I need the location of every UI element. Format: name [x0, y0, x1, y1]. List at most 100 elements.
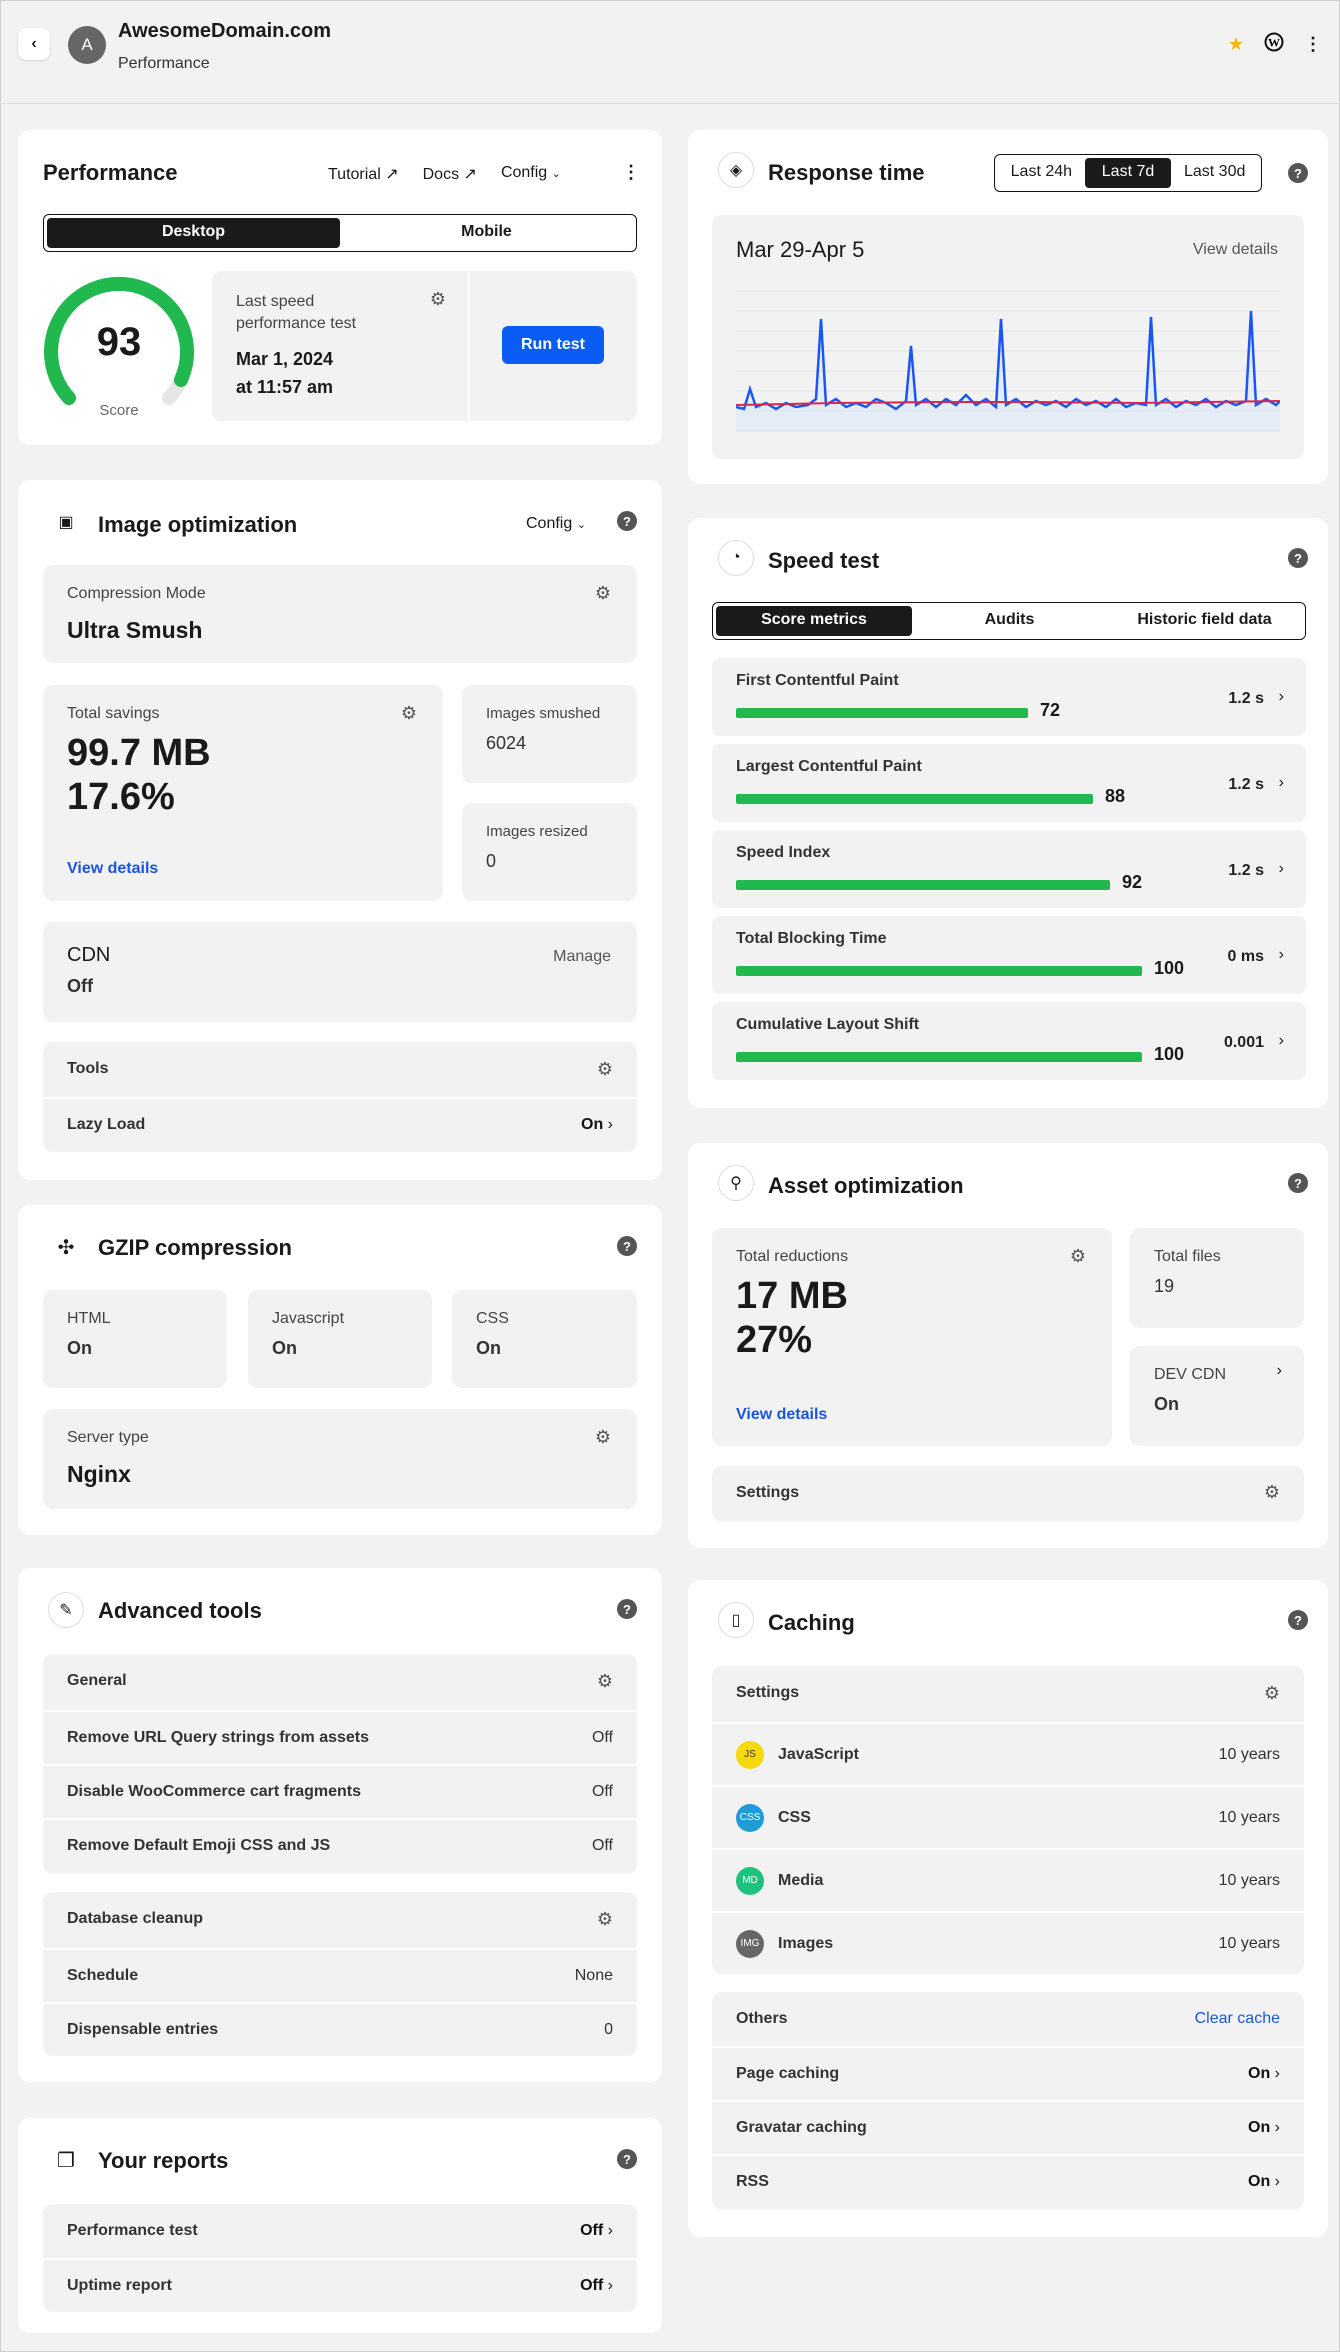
settings-label: Settings [736, 1684, 800, 1701]
cache-type-row[interactable]: IMG Images 10 years [712, 1911, 1304, 1974]
total-savings-box: Total savings ⚙ 99.7 MB 17.6% View detai… [43, 685, 443, 901]
settings-label: Settings [736, 1484, 800, 1501]
advanced-row[interactable]: Remove URL Query strings from assets Off [43, 1710, 637, 1764]
help-icon[interactable]: ? [617, 2149, 637, 2169]
speed-metric-row[interactable]: Total Blocking Time 100 0 ms › [712, 916, 1306, 994]
cache-type-badge-icon: IMG [736, 1929, 764, 1958]
view-details-link[interactable]: View details [736, 1406, 828, 1423]
wordpress-icon[interactable]: W [1264, 32, 1284, 57]
range-30d[interactable]: Last 30d [1183, 163, 1246, 180]
help-icon[interactable]: ? [1288, 548, 1308, 568]
javascript-value: On [272, 1338, 297, 1358]
speed-metric-row[interactable]: Largest Contentful Paint 88 1.2 s › [712, 744, 1306, 822]
reports-box: Performance test Off › Uptime report Off… [43, 2204, 637, 2312]
cache-type-value: 10 years [1218, 1745, 1280, 1763]
chevron-right-icon: › [607, 1116, 613, 1133]
report-row[interactable]: Uptime report Off › [43, 2258, 637, 2312]
gear-icon[interactable]: ⚙ [594, 583, 611, 603]
clear-cache-link[interactable]: Clear cache [1194, 2010, 1280, 2027]
total-reductions-box: Total reductions ⚙ 17 MB 27% View detail… [712, 1228, 1112, 1446]
total-savings-label: Total savings [67, 705, 160, 722]
metric-score: 100 [1154, 958, 1185, 978]
tab-score-metrics[interactable]: Score metrics [716, 606, 912, 636]
gear-icon[interactable]: ⚙ [1263, 1482, 1280, 1502]
advanced-row[interactable]: Disable WooCommerce cart fragments Off [43, 1764, 637, 1818]
help-icon[interactable]: ? [617, 1236, 637, 1256]
dev-cdn-box[interactable]: DEV CDN › On [1130, 1346, 1304, 1446]
lazy-load-label: Lazy Load [67, 1116, 146, 1133]
tab-mobile[interactable]: Mobile [461, 223, 512, 240]
speed-metric-row[interactable]: Cumulative Layout Shift 100 0.001 › [712, 1002, 1306, 1080]
back-button[interactable]: ‹ [18, 28, 50, 60]
chevron-down-icon: ⌄ [576, 519, 586, 531]
help-icon[interactable]: ? [1288, 1610, 1308, 1630]
star-icon[interactable]: ★ [1227, 34, 1244, 54]
speed-metric-row[interactable]: First Contentful Paint 72 1.2 s › [712, 658, 1306, 736]
help-icon[interactable]: ? [617, 511, 637, 531]
gear-icon[interactable]: ⚙ [1263, 1682, 1280, 1703]
tools-box: Tools ⚙ Lazy Load On › [43, 1042, 637, 1152]
help-icon[interactable]: ? [1288, 1173, 1308, 1193]
card-title: Speed test [768, 548, 880, 573]
run-test-button[interactable]: Run test [502, 326, 604, 364]
tab-audits[interactable]: Audits [984, 611, 1035, 628]
metric-bar [736, 880, 1110, 890]
gear-icon[interactable]: ⚙ [596, 1908, 613, 1929]
gear-icon[interactable]: ⚙ [429, 289, 446, 309]
gear-icon[interactable]: ⚙ [594, 1427, 611, 1447]
gear-icon[interactable]: ⚙ [400, 703, 417, 723]
report-label: Performance test [67, 2222, 198, 2239]
chevron-right-icon: › [607, 2277, 613, 2294]
speed-metric-row[interactable]: Speed Index 92 1.2 s › [712, 830, 1306, 908]
score-value: 93 [96, 320, 142, 364]
metric-time: 1.2 s [1228, 690, 1264, 707]
cache-type-row[interactable]: MD Media 10 years [712, 1848, 1304, 1911]
cache-type-badge-icon: JS [736, 1740, 764, 1769]
report-value: Off [580, 2277, 604, 2294]
report-row[interactable]: Performance test Off › [43, 2204, 637, 2258]
help-icon[interactable]: ? [617, 1599, 637, 1619]
more-vertical-icon[interactable]: ⋮ [622, 162, 640, 182]
schedule-label: Schedule [67, 1967, 139, 1984]
view-details-link[interactable]: View details [67, 860, 159, 877]
cdn-manage-link[interactable]: Manage [553, 948, 611, 965]
lazy-load-row[interactable]: Lazy Load On › [43, 1097, 637, 1151]
schedule-row[interactable]: Schedule None [43, 1948, 637, 2002]
cache-type-row[interactable]: CSS CSS 10 years [712, 1785, 1304, 1848]
gear-icon[interactable]: ⚙ [1069, 1246, 1086, 1266]
range-7d[interactable]: Last 7d [1084, 158, 1172, 188]
cdn-box: CDN Off Manage [43, 922, 637, 1022]
cache-row[interactable]: Gravatar caching On › [712, 2100, 1304, 2154]
cache-type-row[interactable]: JS JavaScript 10 years [712, 1722, 1304, 1785]
gear-icon[interactable]: ⚙ [596, 1058, 613, 1079]
docs-link[interactable]: Docs ↗ [422, 166, 477, 183]
config-dropdown[interactable]: Config ⌄ [526, 515, 586, 532]
advanced-row[interactable]: Remove Default Emoji CSS and JS Off [43, 1818, 637, 1872]
css-box: CSS On [452, 1290, 637, 1388]
tutorial-link[interactable]: Tutorial ↗ [328, 166, 399, 183]
cache-row-value: On [1248, 2065, 1271, 2082]
advanced-tools-card: ✎ Advanced tools ? General ⚙ Remove URL … [18, 1568, 662, 2082]
image-icon: ▣ [58, 514, 74, 531]
avatar: A [68, 26, 106, 64]
cache-others-box: Others Clear cache Page caching On › Gra… [712, 1992, 1304, 2210]
cache-type-badge-icon: CSS [736, 1803, 764, 1832]
reports-icon: ❐ [57, 2149, 75, 2172]
metric-name: Speed Index [736, 844, 831, 861]
help-icon[interactable]: ? [1288, 163, 1308, 183]
dispensable-row[interactable]: Dispensable entries 0 [43, 2002, 637, 2056]
range-24h[interactable]: Last 24h [1010, 163, 1073, 180]
more-vertical-icon[interactable]: ⋮ [1304, 34, 1322, 54]
cache-row[interactable]: RSS On › [712, 2154, 1304, 2208]
config-dropdown[interactable]: Config ⌄ [500, 164, 561, 181]
tab-desktop[interactable]: Desktop [47, 218, 340, 248]
cache-type-label: JavaScript [778, 1745, 859, 1763]
metric-score: 100 [1154, 1044, 1185, 1064]
chevron-right-icon: › [1278, 860, 1284, 877]
cache-row[interactable]: Page caching On › [712, 2046, 1304, 2100]
view-details-link[interactable]: View details [1192, 241, 1278, 258]
tab-historic[interactable]: Historic field data [1137, 611, 1272, 628]
gear-icon[interactable]: ⚙ [596, 1670, 613, 1691]
metrics-list: First Contentful Paint 72 1.2 s › Largest Co… [712, 658, 1306, 1086]
card-title: Image optimization [98, 512, 298, 537]
